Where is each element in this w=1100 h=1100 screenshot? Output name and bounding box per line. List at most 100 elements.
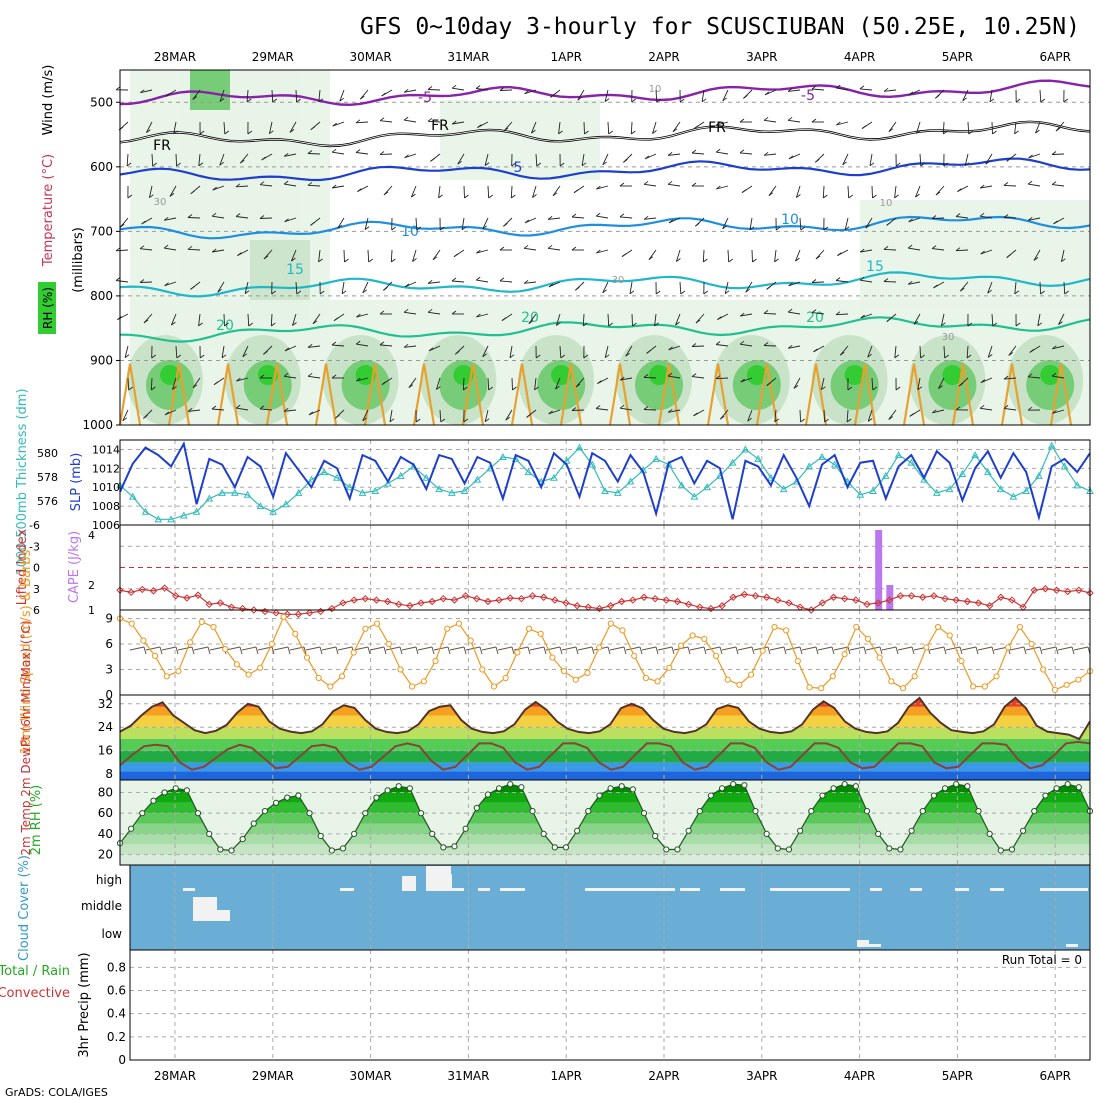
wind-speed-series-point (853, 623, 860, 631)
wind-barb (318, 258, 323, 263)
wind-barb (693, 125, 699, 130)
wind-barb (219, 98, 225, 102)
wind-barb (619, 404, 625, 409)
wind-tick: 6 (105, 637, 113, 651)
cloud-bar-high (955, 888, 969, 891)
wind-barb (932, 409, 937, 414)
contour-label: 30 (942, 332, 955, 343)
wind-barb (847, 386, 853, 391)
thickness-series-point (1073, 481, 1082, 489)
wind-barb (871, 377, 874, 391)
wind-barb (484, 162, 490, 166)
surface-barb (831, 646, 835, 655)
rh2m-series-point (574, 827, 581, 834)
wind-barb (608, 322, 613, 327)
lifted-index-series-point (272, 609, 280, 617)
wind-barb (894, 185, 897, 198)
rh2m-series-point (886, 845, 893, 852)
wind-barb (531, 129, 536, 134)
wind-barb (675, 313, 681, 326)
wind-barb (596, 185, 601, 190)
wind-barb (140, 89, 145, 94)
ylabel-precip-total: Total / Rain (0, 964, 70, 979)
wind-barb (1063, 98, 1069, 103)
wind-barb (451, 120, 457, 125)
wind-barb (908, 281, 921, 285)
wind-barb (980, 377, 993, 384)
isotherm-warm (461, 363, 485, 426)
wind-barb (958, 382, 964, 387)
cape-tick: 2 (88, 579, 95, 592)
surface-barb (801, 646, 817, 651)
thickness-series-point (601, 486, 609, 494)
surface-barb (945, 646, 961, 651)
wind-barb (198, 162, 204, 167)
thickness-series-point (473, 475, 482, 483)
contour-label: 5 (514, 160, 523, 176)
lifted-index-series (119, 587, 1091, 615)
surface-barb (385, 646, 401, 651)
surface-barb (465, 646, 481, 651)
wind-barb (318, 98, 324, 103)
thickness-series-point (741, 445, 750, 453)
wind-barb (1008, 352, 1013, 356)
wind-barb (883, 246, 889, 250)
wind-barb (291, 257, 296, 262)
wind-barb (915, 193, 920, 198)
wind-barb (379, 117, 385, 122)
wind-barb (668, 346, 673, 351)
wind-barb (655, 290, 661, 295)
wind-barb (187, 248, 201, 251)
isotherm-10 (119, 215, 1091, 240)
wind-barb (499, 89, 513, 91)
rh2m-series-point (752, 807, 759, 815)
wind-barb (235, 185, 249, 188)
cloud-bar-high (340, 888, 354, 891)
wind-barb (604, 89, 609, 102)
wind-barb (524, 247, 537, 251)
wind-barb (888, 128, 894, 133)
wind-barb (888, 121, 897, 132)
wind-speed-series-point (888, 678, 895, 685)
wind-barb (752, 258, 757, 263)
wind-barb (552, 185, 561, 197)
wind-barb (940, 313, 945, 326)
wind-barb (846, 418, 852, 423)
thickness-series-point (703, 483, 711, 491)
wind-barb (337, 224, 342, 229)
wind-barb (187, 245, 193, 250)
wind-barb (427, 308, 433, 313)
wind-speed-series-point (268, 640, 276, 648)
wind-barb (332, 151, 345, 155)
wind-barb (602, 153, 609, 165)
wind-barb (356, 313, 369, 318)
wind-barb (643, 180, 649, 185)
wind-barb (404, 345, 417, 348)
isotherm-warm (118, 363, 142, 426)
wind-barb (604, 354, 610, 359)
surface-barb (527, 646, 531, 655)
wind-barb (403, 308, 409, 313)
wind-barb (240, 159, 245, 164)
wind-barb (259, 408, 273, 411)
thickness-series-point (396, 471, 405, 479)
wind-barb (292, 322, 297, 326)
surface-barb (577, 646, 593, 651)
wind-barb (768, 185, 777, 196)
cloud-bar-mid (193, 897, 217, 921)
lifted-tick: 3 (33, 583, 40, 596)
wind-barb (763, 345, 777, 347)
lifted-index-series-point (818, 599, 827, 607)
lifted-index-series-point (707, 604, 715, 613)
cloud-bar-high (440, 874, 452, 891)
wind-barb (938, 385, 943, 389)
surface-barb (879, 646, 883, 655)
thickness-tick: 576 (37, 495, 58, 508)
wind-barb (427, 86, 433, 90)
wind-barb (935, 191, 941, 196)
wind-barb (198, 322, 203, 327)
wind-barb (341, 281, 345, 294)
wind-barb (992, 322, 998, 327)
wind-barb (272, 98, 277, 103)
wind-speed-series-point (818, 685, 825, 692)
